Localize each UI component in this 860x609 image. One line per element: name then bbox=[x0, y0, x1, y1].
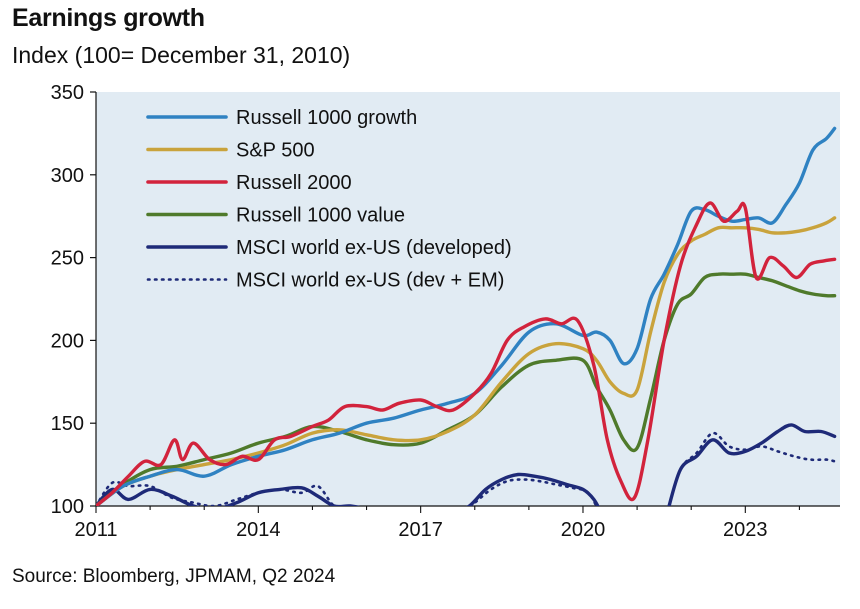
series-line-msci-developed bbox=[466, 472, 600, 506]
legend-label-msci-dev-em: MSCI world ex-US (dev + EM) bbox=[236, 270, 504, 292]
x-tick-label: 2017 bbox=[398, 519, 443, 541]
legend: Russell 1000 growth S&P 500 Russell 2000 Ru… bbox=[146, 107, 512, 292]
chart-subtitle: Index (100= December 31, 2010) bbox=[12, 42, 351, 68]
y-tick-label: 350 bbox=[51, 82, 84, 104]
y-tick-label: 100 bbox=[51, 496, 84, 518]
legend-label-russell-1000-growth: Russell 1000 growth bbox=[236, 107, 417, 129]
y-tick-label: 300 bbox=[51, 165, 84, 187]
legend-label-russell-2000: Russell 2000 bbox=[236, 172, 352, 194]
x-axis: 2011 2014 2017 2020 2023 bbox=[74, 505, 840, 541]
series-line-msci-developed bbox=[667, 423, 837, 506]
x-tick-label: 2020 bbox=[561, 519, 606, 541]
y-tick-label: 200 bbox=[51, 330, 84, 352]
source-note: Source: Bloomberg, JPMAM, Q2 2024 bbox=[12, 566, 336, 587]
series-line-russell-2000 bbox=[96, 201, 837, 506]
x-tick-label: 2014 bbox=[236, 519, 281, 541]
series-line-msci-developed bbox=[96, 485, 361, 506]
plot-area bbox=[96, 92, 840, 506]
y-axis: 100 150 200 250 300 350 bbox=[51, 82, 97, 518]
series-layer bbox=[96, 126, 837, 506]
y-tick-label: 150 bbox=[51, 413, 84, 435]
x-tick-label: 2011 bbox=[74, 519, 117, 541]
legend-label-russell-1000-value: Russell 1000 value bbox=[236, 205, 405, 227]
legend-label-sp500: S&P 500 bbox=[236, 140, 315, 162]
y-tick-label: 250 bbox=[51, 248, 84, 270]
legend-label-msci-developed: MSCI world ex-US (developed) bbox=[236, 237, 512, 259]
chart-title: Earnings growth bbox=[12, 4, 205, 32]
x-tick-label: 2023 bbox=[723, 519, 768, 541]
